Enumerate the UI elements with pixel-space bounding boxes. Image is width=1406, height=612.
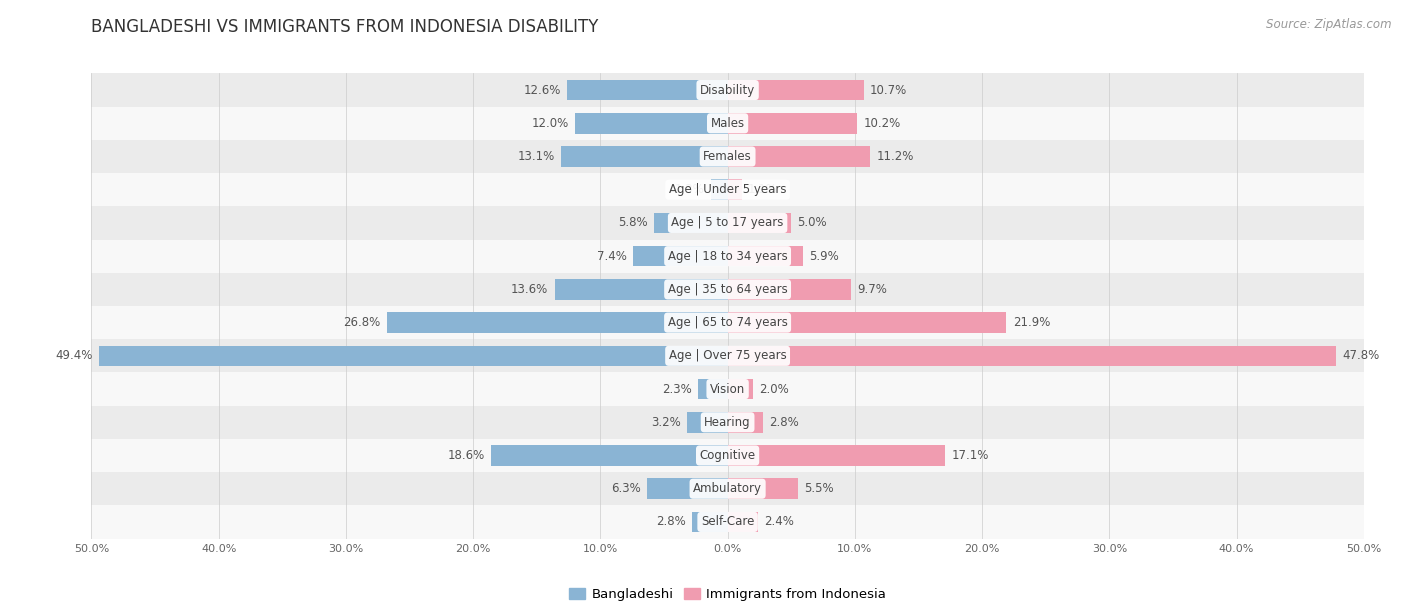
Text: Males: Males bbox=[710, 117, 745, 130]
Text: 10.2%: 10.2% bbox=[863, 117, 901, 130]
Bar bbox=[728, 80, 863, 100]
Text: 49.4%: 49.4% bbox=[55, 349, 93, 362]
Bar bbox=[728, 479, 797, 499]
Text: Age | 5 to 17 years: Age | 5 to 17 years bbox=[672, 217, 783, 230]
Bar bbox=[711, 179, 728, 200]
Bar bbox=[728, 146, 870, 167]
Bar bbox=[728, 179, 741, 200]
Text: 1.3%: 1.3% bbox=[675, 183, 704, 196]
Text: 3.2%: 3.2% bbox=[651, 416, 681, 429]
Text: Hearing: Hearing bbox=[704, 416, 751, 429]
Bar bbox=[91, 173, 1364, 206]
Text: Disability: Disability bbox=[700, 84, 755, 97]
Text: 2.8%: 2.8% bbox=[655, 515, 686, 528]
Text: Source: ZipAtlas.com: Source: ZipAtlas.com bbox=[1267, 18, 1392, 31]
Bar bbox=[98, 346, 728, 366]
Bar bbox=[387, 312, 728, 333]
Bar bbox=[91, 373, 1364, 406]
Text: 9.7%: 9.7% bbox=[858, 283, 887, 296]
Text: 2.0%: 2.0% bbox=[759, 382, 789, 395]
Text: Females: Females bbox=[703, 150, 752, 163]
Bar bbox=[728, 246, 803, 266]
Text: Cognitive: Cognitive bbox=[700, 449, 755, 462]
Bar bbox=[91, 339, 1364, 373]
Text: Age | Over 75 years: Age | Over 75 years bbox=[669, 349, 786, 362]
Bar bbox=[91, 439, 1364, 472]
Text: 6.3%: 6.3% bbox=[612, 482, 641, 495]
Bar bbox=[91, 73, 1364, 106]
Bar bbox=[554, 279, 728, 300]
Text: 12.0%: 12.0% bbox=[531, 117, 568, 130]
Bar bbox=[567, 80, 728, 100]
Text: 5.5%: 5.5% bbox=[804, 482, 834, 495]
Text: BANGLADESHI VS IMMIGRANTS FROM INDONESIA DISABILITY: BANGLADESHI VS IMMIGRANTS FROM INDONESIA… bbox=[91, 18, 599, 36]
Bar bbox=[575, 113, 728, 133]
Text: 7.4%: 7.4% bbox=[598, 250, 627, 263]
Bar bbox=[688, 412, 728, 433]
Text: Vision: Vision bbox=[710, 382, 745, 395]
Text: 5.9%: 5.9% bbox=[808, 250, 839, 263]
Text: Ambulatory: Ambulatory bbox=[693, 482, 762, 495]
Text: Age | 18 to 34 years: Age | 18 to 34 years bbox=[668, 250, 787, 263]
Bar bbox=[91, 506, 1364, 539]
Text: 18.6%: 18.6% bbox=[447, 449, 485, 462]
Text: 13.1%: 13.1% bbox=[517, 150, 554, 163]
Text: 2.4%: 2.4% bbox=[765, 515, 794, 528]
Bar bbox=[728, 346, 1336, 366]
Bar bbox=[91, 106, 1364, 140]
Bar bbox=[728, 113, 858, 133]
Text: 1.1%: 1.1% bbox=[748, 183, 778, 196]
Text: 10.7%: 10.7% bbox=[870, 84, 907, 97]
Text: 2.8%: 2.8% bbox=[769, 416, 800, 429]
Text: 5.0%: 5.0% bbox=[797, 217, 827, 230]
Bar bbox=[699, 379, 728, 400]
Text: 11.2%: 11.2% bbox=[876, 150, 914, 163]
Bar bbox=[91, 472, 1364, 506]
Bar bbox=[91, 239, 1364, 273]
Text: 47.8%: 47.8% bbox=[1343, 349, 1379, 362]
Bar bbox=[91, 273, 1364, 306]
Text: 5.8%: 5.8% bbox=[617, 217, 647, 230]
Text: Self-Care: Self-Care bbox=[702, 515, 754, 528]
Bar bbox=[91, 140, 1364, 173]
Legend: Bangladeshi, Immigrants from Indonesia: Bangladeshi, Immigrants from Indonesia bbox=[564, 583, 891, 606]
Bar bbox=[561, 146, 728, 167]
Text: 21.9%: 21.9% bbox=[1012, 316, 1050, 329]
Text: 12.6%: 12.6% bbox=[523, 84, 561, 97]
Bar bbox=[728, 512, 758, 532]
Text: 17.1%: 17.1% bbox=[952, 449, 988, 462]
Text: 2.3%: 2.3% bbox=[662, 382, 692, 395]
Bar bbox=[634, 246, 728, 266]
Bar bbox=[91, 206, 1364, 239]
Text: Age | 65 to 74 years: Age | 65 to 74 years bbox=[668, 316, 787, 329]
Bar bbox=[728, 279, 851, 300]
Bar bbox=[647, 479, 728, 499]
Bar bbox=[728, 412, 763, 433]
Bar bbox=[728, 212, 792, 233]
Bar bbox=[654, 212, 728, 233]
Bar bbox=[728, 445, 945, 466]
Bar bbox=[692, 512, 728, 532]
Bar bbox=[728, 312, 1007, 333]
Text: 13.6%: 13.6% bbox=[510, 283, 548, 296]
Bar bbox=[728, 379, 754, 400]
Text: 26.8%: 26.8% bbox=[343, 316, 380, 329]
Text: Age | 35 to 64 years: Age | 35 to 64 years bbox=[668, 283, 787, 296]
Bar bbox=[91, 306, 1364, 339]
Text: Age | Under 5 years: Age | Under 5 years bbox=[669, 183, 786, 196]
Bar bbox=[491, 445, 728, 466]
Bar bbox=[91, 406, 1364, 439]
